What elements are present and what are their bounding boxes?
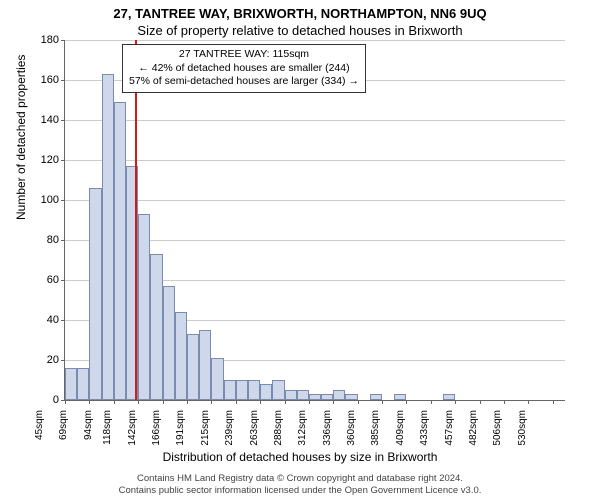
ytick-mark	[61, 40, 65, 41]
histogram-bar	[224, 380, 236, 400]
footer-line1: Contains HM Land Registry data © Crown c…	[0, 473, 600, 485]
grid-line	[65, 200, 565, 201]
ytick-mark	[61, 360, 65, 361]
footer-line2: Contains public sector information licen…	[0, 485, 600, 497]
ytick-mark	[61, 320, 65, 321]
xtick-mark	[187, 400, 188, 404]
annotation-line2: ← 42% of detached houses are smaller (24…	[129, 62, 359, 76]
histogram-bar	[175, 312, 187, 400]
plot-region: 02040608010012014016018045sqm69sqm94sqm1…	[64, 40, 565, 401]
grid-line	[65, 40, 565, 41]
histogram-bar	[370, 394, 382, 400]
ytick-label: 0	[19, 394, 59, 406]
histogram-bar	[77, 368, 89, 400]
xtick-mark	[285, 400, 286, 404]
footer: Contains HM Land Registry data © Crown c…	[0, 473, 600, 497]
histogram-bar	[321, 394, 333, 400]
ytick-label: 120	[19, 154, 59, 166]
title-main: 27, TANTREE WAY, BRIXWORTH, NORTHAMPTON,…	[0, 0, 600, 21]
xtick-mark	[163, 400, 164, 404]
xtick-mark	[309, 400, 310, 404]
histogram-bar	[333, 390, 345, 400]
xtick-mark	[480, 400, 481, 404]
annotation-line3: 57% of semi-detached houses are larger (…	[129, 75, 359, 89]
histogram-bar	[114, 102, 126, 400]
xtick-mark	[138, 400, 139, 404]
histogram-bar	[89, 188, 101, 400]
ytick-label: 20	[19, 354, 59, 366]
histogram-bar	[309, 394, 321, 400]
histogram-bar	[272, 380, 284, 400]
histogram-bar	[199, 330, 211, 400]
annotation-box: 27 TANTREE WAY: 115sqm ← 42% of detached…	[122, 44, 366, 93]
ytick-mark	[61, 120, 65, 121]
histogram-bar	[138, 214, 150, 400]
ytick-mark	[61, 200, 65, 201]
histogram-bar	[102, 74, 114, 400]
xtick-mark	[553, 400, 554, 404]
ytick-mark	[61, 280, 65, 281]
ytick-mark	[61, 240, 65, 241]
histogram-bar	[345, 394, 357, 400]
ytick-label: 180	[19, 34, 59, 46]
xtick-mark	[211, 400, 212, 404]
chart-area: 02040608010012014016018045sqm69sqm94sqm1…	[64, 40, 564, 400]
xtick-mark	[114, 400, 115, 404]
ytick-label: 160	[19, 74, 59, 86]
grid-line	[65, 120, 565, 121]
title-sub: Size of property relative to detached ho…	[0, 21, 600, 38]
histogram-bar	[443, 394, 455, 400]
histogram-bar	[65, 368, 77, 400]
xtick-mark	[431, 400, 432, 404]
histogram-bar	[211, 358, 223, 400]
histogram-bar	[297, 390, 309, 400]
xtick-mark	[260, 400, 261, 404]
histogram-bar	[187, 334, 199, 400]
histogram-bar	[248, 380, 260, 400]
histogram-bar	[260, 384, 272, 400]
ytick-label: 100	[19, 194, 59, 206]
xtick-mark	[333, 400, 334, 404]
xtick-mark	[406, 400, 407, 404]
ytick-label: 80	[19, 234, 59, 246]
annotation-line1: 27 TANTREE WAY: 115sqm	[129, 48, 359, 62]
xtick-mark	[455, 400, 456, 404]
grid-line	[65, 160, 565, 161]
marker-line	[135, 40, 137, 400]
histogram-bar	[236, 380, 248, 400]
ytick-label: 140	[19, 114, 59, 126]
ytick-mark	[61, 160, 65, 161]
xtick-mark	[65, 400, 66, 404]
chart-container: 27, TANTREE WAY, BRIXWORTH, NORTHAMPTON,…	[0, 0, 600, 500]
histogram-bar	[285, 390, 297, 400]
histogram-bar	[163, 286, 175, 400]
histogram-bar	[394, 394, 406, 400]
xtick-mark	[89, 400, 90, 404]
xtick-mark	[236, 400, 237, 404]
ytick-label: 40	[19, 314, 59, 326]
histogram-bar	[150, 254, 162, 400]
x-axis-label: Distribution of detached houses by size …	[0, 450, 600, 464]
ytick-mark	[61, 80, 65, 81]
xtick-mark	[358, 400, 359, 404]
ytick-label: 60	[19, 274, 59, 286]
xtick-mark	[528, 400, 529, 404]
xtick-mark	[382, 400, 383, 404]
xtick-mark	[504, 400, 505, 404]
